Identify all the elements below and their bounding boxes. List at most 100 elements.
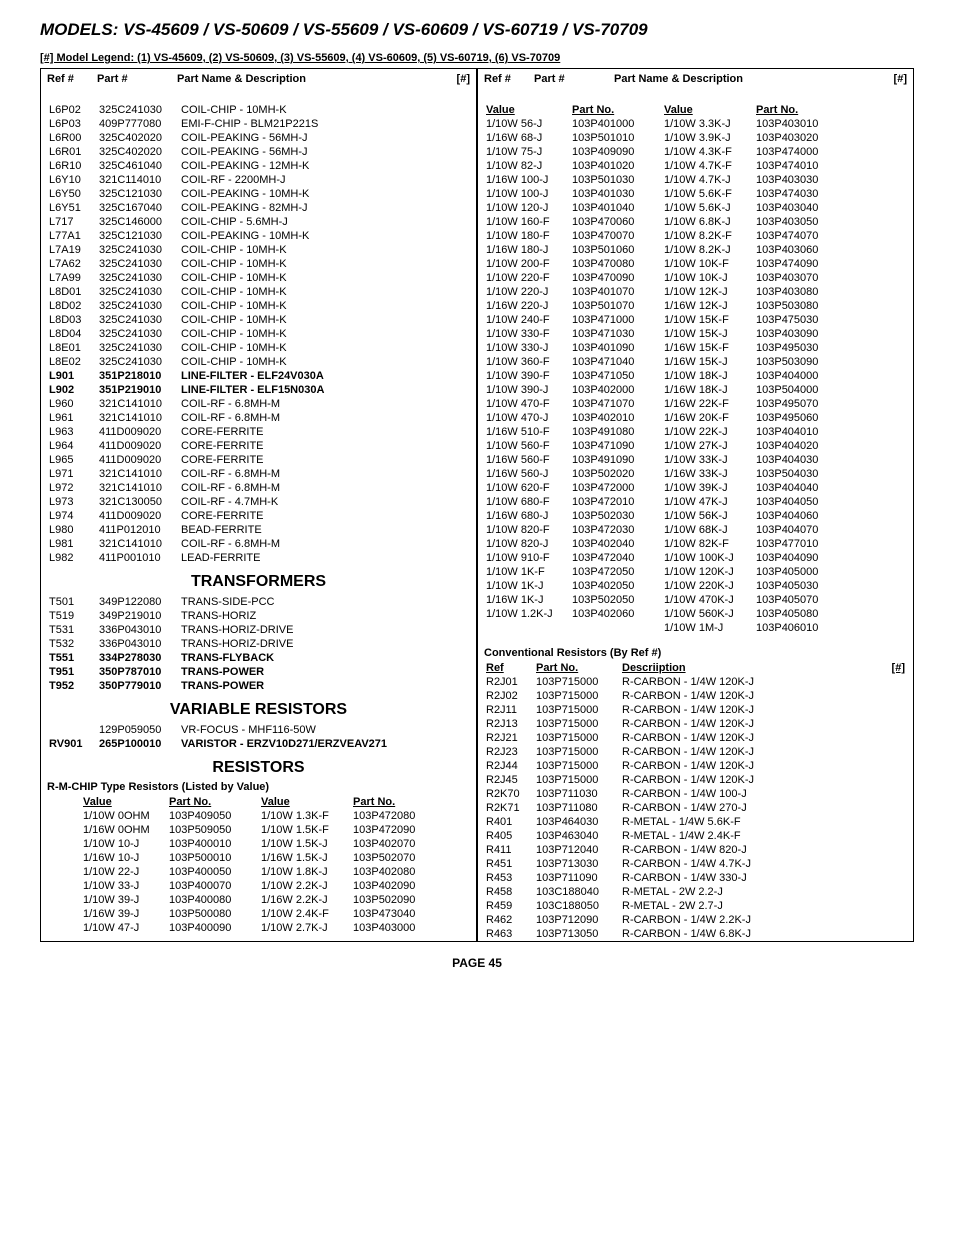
partno-cell: 103P470070 xyxy=(570,229,662,243)
ref-cell: L6Y10 xyxy=(47,173,97,187)
col-value: Value xyxy=(662,103,754,117)
desc-cell: R-CARBON - 1/4W 120K-J xyxy=(620,759,874,773)
part-cell: 325C121030 xyxy=(97,187,179,201)
table-row: R401103P464030R-METAL - 1/4W 5.6K-F xyxy=(484,815,907,829)
table-row: 1/16W 39-J103P5000801/10W 2.4K-F103P4730… xyxy=(47,907,470,921)
table-row: L8D01325C241030COIL-CHIP - 10MH-K xyxy=(47,285,470,299)
desc-cell: R-METAL - 1/4W 2.4K-F xyxy=(620,829,874,843)
desc-cell: COIL-CHIP - 5.6MH-J xyxy=(179,215,470,229)
table-row: 1/10W 360-F103P4710401/16W 15K-J103P5030… xyxy=(484,355,907,369)
value-cell: 1/16W 560-F xyxy=(484,453,570,467)
table-row: 1/10W 120-J103P4010401/10W 5.6K-J103P403… xyxy=(484,201,907,215)
partno-cell: 103P404030 xyxy=(754,453,907,467)
varres-heading: VARIABLE RESISTORS xyxy=(47,701,470,719)
part-cell: 349P219010 xyxy=(97,609,179,623)
desc-cell: R-CARBON - 1/4W 120K-J xyxy=(620,745,874,759)
ref-cell: R411 xyxy=(484,843,534,857)
desc-cell: COIL-RF - 6.8MH-M xyxy=(179,411,470,425)
table-row: 1/10W 330-F103P4710301/10W 15K-J103P4030… xyxy=(484,327,907,341)
value-cell: 1/10W 2.4K-F xyxy=(259,907,351,921)
partno-cell: 103P473040 xyxy=(351,907,470,921)
desc-cell: TRANS-HORIZ-DRIVE xyxy=(179,623,470,637)
table-row: 1/10W 620-F103P4720001/10W 39K-J103P4040… xyxy=(484,481,907,495)
value-cell: 1/10W 330-F xyxy=(484,327,570,341)
table-row: L6R01325C402020COIL-PEAKING - 56MH-J xyxy=(47,145,470,159)
partno-cell: 103P404020 xyxy=(754,439,907,453)
partno-cell: 103P495030 xyxy=(754,341,907,355)
table-row: 1/10W 1M-J103P406010 xyxy=(484,621,907,635)
partno-cell: 103P471090 xyxy=(570,439,662,453)
ref-cell: L7A62 xyxy=(47,257,97,271)
value-cell: 1/16W 22K-F xyxy=(662,397,754,411)
value-cell: 1/16W 15K-J xyxy=(662,355,754,369)
num-cell xyxy=(874,927,907,941)
value-cell: 1/10W 100K-J xyxy=(662,551,754,565)
num-cell xyxy=(874,843,907,857)
partno-cell: 103P474070 xyxy=(754,229,907,243)
table-row: 1/10W 390-J103P4020001/16W 18K-J103P5040… xyxy=(484,383,907,397)
table-row: 1/16W 68-J103P5010101/10W 3.9K-J103P4030… xyxy=(484,131,907,145)
part-cell: 411P012010 xyxy=(97,523,179,537)
part-cell: 325C121030 xyxy=(97,229,179,243)
table-row: R462103P712090R-CARBON - 1/4W 2.2K-J xyxy=(484,913,907,927)
partno-cell: 103P404000 xyxy=(754,369,907,383)
desc-cell: COIL-RF - 6.8MH-M xyxy=(179,397,470,411)
table-row: R2J02103P715000R-CARBON - 1/4W 120K-J xyxy=(484,689,907,703)
value-cell: 1/10W 39K-J xyxy=(662,481,754,495)
num-cell xyxy=(874,871,907,885)
col-num: [#] xyxy=(874,661,907,675)
partno-cell: 103P404060 xyxy=(754,509,907,523)
table-row: 1/10W 330-J103P4010901/16W 15K-F103P4950… xyxy=(484,341,907,355)
ref-cell: R2J23 xyxy=(484,745,534,759)
desc-cell: CORE-FERRITE xyxy=(179,453,470,467)
value-cell: 1/10W 75-J xyxy=(484,145,570,159)
partno-cell: 103P401020 xyxy=(570,159,662,173)
desc-cell: COIL-CHIP - 10MH-K xyxy=(179,257,470,271)
value-cell: 1/10W 390-F xyxy=(484,369,570,383)
desc-cell: VARISTOR - ERZV10D271/ERZVEAV271 xyxy=(179,737,470,751)
partno-cell: 103P502070 xyxy=(351,851,470,865)
partno-cell: 103P715000 xyxy=(534,703,620,717)
part-cell: 325C146000 xyxy=(97,215,179,229)
partno-cell: 103P471000 xyxy=(570,313,662,327)
ref-cell: L961 xyxy=(47,411,97,425)
part-cell: 325C241030 xyxy=(97,271,179,285)
conv-heading: Conventional Resistors (By Ref #) xyxy=(484,647,907,659)
right-header: Ref # Part # Part Name & Description [#] xyxy=(484,69,907,95)
partno-cell: 103P502030 xyxy=(570,509,662,523)
partno-cell: 103P509050 xyxy=(167,823,259,837)
partno-cell: 103P401030 xyxy=(570,187,662,201)
ref-cell xyxy=(47,723,97,737)
part-cell: 321C141010 xyxy=(97,481,179,495)
table-row: 1/10W 56-J103P4010001/10W 3.3K-J103P4030… xyxy=(484,117,907,131)
partno-cell: 103C188050 xyxy=(534,899,620,913)
desc-cell: COIL-CHIP - 10MH-K xyxy=(179,271,470,285)
value-cell: 1/10W 47K-J xyxy=(662,495,754,509)
partno-cell: 103P504030 xyxy=(754,467,907,481)
desc-cell: TRANS-HORIZ xyxy=(179,609,470,623)
partno-cell: 103P463040 xyxy=(534,829,620,843)
part-cell: 411P001010 xyxy=(97,551,179,565)
part-cell: 321C141010 xyxy=(97,537,179,551)
desc-cell: COIL-PEAKING - 12MH-K xyxy=(179,159,470,173)
table-row: L972321C141010COIL-RF - 6.8MH-M xyxy=(47,481,470,495)
table-row: 1/16W 1K-J103P5020501/10W 470K-J103P4050… xyxy=(484,593,907,607)
part-cell: 411D009020 xyxy=(97,425,179,439)
partno-cell: 103P501070 xyxy=(570,299,662,313)
partno-cell: 103P715000 xyxy=(534,773,620,787)
desc-cell: COIL-CHIP - 10MH-K xyxy=(179,243,470,257)
ref-cell: R2J45 xyxy=(484,773,534,787)
partno-cell: 103P712090 xyxy=(534,913,620,927)
ref-cell: L965 xyxy=(47,453,97,467)
table-row: 1/10W 75-J103P4090901/10W 4.3K-F103P4740… xyxy=(484,145,907,159)
table-row: T551334P278030TRANS-FLYBACK xyxy=(47,651,470,665)
partno-cell: 103P405030 xyxy=(754,579,907,593)
desc-cell: EMI-F-CHIP - BLM21P221S xyxy=(179,117,470,131)
part-cell: 325C461040 xyxy=(97,159,179,173)
value-cell: 1/10W 56K-J xyxy=(662,509,754,523)
table-row: L7A62325C241030COIL-CHIP - 10MH-K xyxy=(47,257,470,271)
part-cell: 325C241030 xyxy=(97,341,179,355)
table-row: 129P059050VR-FOCUS - MHF116-50W xyxy=(47,723,470,737)
part-cell: 334P278030 xyxy=(97,651,179,665)
partno-cell: 103P500010 xyxy=(167,851,259,865)
